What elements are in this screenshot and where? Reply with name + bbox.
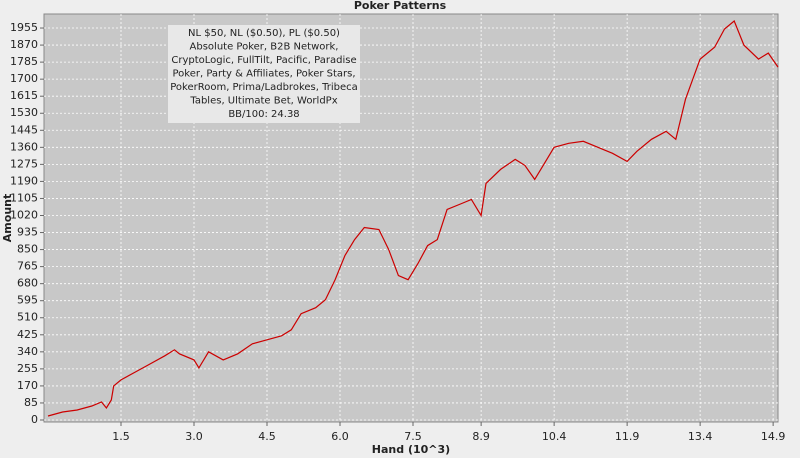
annotation-line: Poker, Party & Affiliates, Poker Stars, — [172, 69, 355, 80]
x-tick-label: 3.0 — [185, 430, 203, 443]
chart-title: Poker Patterns — [354, 0, 447, 12]
line — [47, 20, 779, 417]
x-tick-label: 1.5 — [112, 430, 130, 443]
annotation-line: CryptoLogic, FullTilt, Pacific, Paradise — [171, 55, 356, 66]
y-tick-label: 1445 — [10, 123, 38, 136]
y-tick-label: 1785 — [10, 55, 38, 68]
y-tick-label: 1020 — [10, 208, 38, 221]
y-tick-label: 850 — [17, 243, 38, 256]
y-tick-label: 1700 — [10, 72, 38, 85]
y-axis-label: Amount — [1, 194, 14, 242]
y-tick-label: 1190 — [10, 174, 38, 187]
y-tick-label: 0 — [31, 413, 38, 426]
y-tick-label: 255 — [17, 362, 38, 375]
y-tick-label: 1955 — [10, 21, 38, 34]
y-tick-label: 425 — [17, 328, 38, 341]
annotation: NL $50, NL ($0.50), PL ($0.50) Absolute P… — [170, 28, 358, 120]
y-tick-label: 680 — [17, 277, 38, 290]
annotation-line: PokerRoom, Prima/Ladbrokes, Tribeca — [170, 82, 358, 93]
y-tick-label: 765 — [17, 260, 38, 273]
annotation-line: Absolute Poker, B2B Network, — [190, 42, 339, 53]
x-tick-label: 11.9 — [615, 430, 640, 443]
x-tick-label: 13.4 — [688, 430, 713, 443]
y-tick-label: 170 — [17, 379, 38, 392]
y-tick-label: 1615 — [10, 89, 38, 102]
annotation-line: NL $50, NL ($0.50), PL ($0.50) — [188, 28, 340, 39]
annotation-line: BB/100: 24.38 — [228, 109, 299, 120]
x-tick-label: 6.0 — [331, 430, 349, 443]
x-tick-label: 14.9 — [761, 430, 786, 443]
marks — [47, 20, 779, 417]
grid — [40, 14, 778, 426]
y-tick-label: 1530 — [10, 106, 38, 119]
y-tick-label: 1275 — [10, 157, 38, 170]
y-tick-label: 595 — [17, 294, 38, 307]
y-tick-label: 85 — [24, 396, 38, 409]
x-tick-label: 4.5 — [258, 430, 276, 443]
x-axis-label: Hand (10^3) — [372, 443, 450, 456]
y-tick-label: 510 — [17, 311, 38, 324]
y-tick-label: 1870 — [10, 38, 38, 51]
annotation-box — [168, 25, 360, 123]
plot-area — [43, 13, 779, 423]
x-tick-label: 8.9 — [472, 430, 490, 443]
y-tick-label: 1360 — [10, 140, 38, 153]
annotation-line: Tables, Ultimate Bet, WorldPx — [189, 96, 337, 107]
x-tick-label: 10.4 — [542, 430, 567, 443]
y-tick-label: 340 — [17, 345, 38, 358]
x-tick-label: 7.5 — [404, 430, 422, 443]
y-tick-label: 935 — [17, 226, 38, 239]
y-tick-label: 1105 — [10, 191, 38, 204]
